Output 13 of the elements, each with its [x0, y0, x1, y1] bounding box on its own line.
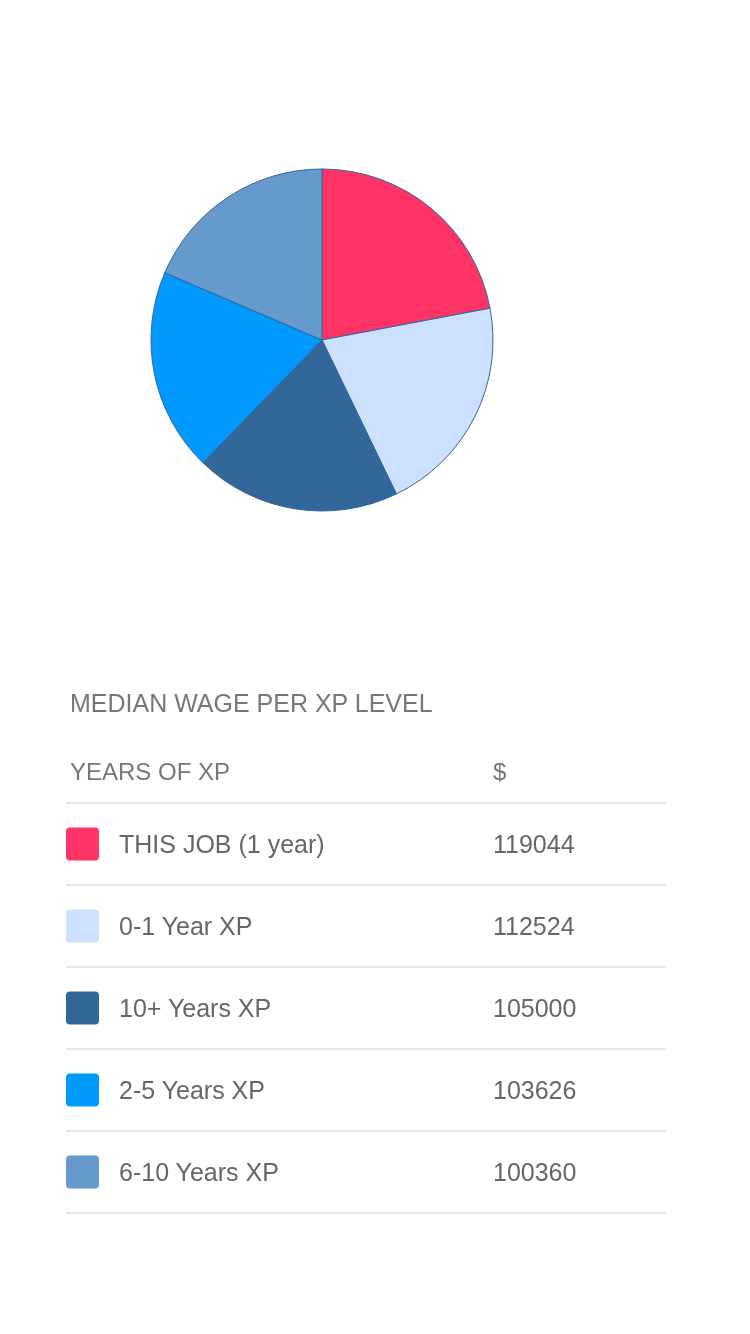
data-label: 100360: [493, 1158, 577, 1186]
text: $: [493, 758, 507, 785]
legend-label: THIS JOB (1 year): [119, 830, 325, 858]
data-label: 103626: [493, 1076, 577, 1104]
legend-title: YEARS OF XP: [70, 758, 231, 785]
data-label: 112524: [493, 912, 575, 940]
data-label: 105000: [493, 994, 577, 1022]
legend-label: 0-1 Year XP: [119, 912, 253, 940]
data-label: 119044: [493, 830, 575, 858]
legend-label: 6-10 Years XP: [119, 1158, 279, 1186]
legend-label: 2-5 Years XP: [119, 1076, 265, 1104]
text: MEDIAN WAGE PER XP LEVEL: [70, 689, 433, 717]
legend-label: 10+ Years XP: [119, 994, 272, 1022]
